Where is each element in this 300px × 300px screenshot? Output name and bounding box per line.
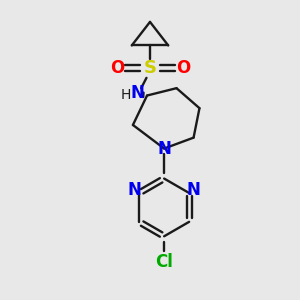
Text: H: H bbox=[120, 88, 131, 102]
Text: O: O bbox=[176, 59, 190, 77]
Text: O: O bbox=[110, 59, 124, 77]
Text: Cl: Cl bbox=[155, 254, 173, 272]
Text: S: S bbox=[143, 59, 157, 77]
Text: N: N bbox=[128, 181, 142, 199]
Text: N: N bbox=[130, 85, 144, 103]
Text: N: N bbox=[157, 140, 171, 158]
Text: N: N bbox=[187, 181, 201, 199]
